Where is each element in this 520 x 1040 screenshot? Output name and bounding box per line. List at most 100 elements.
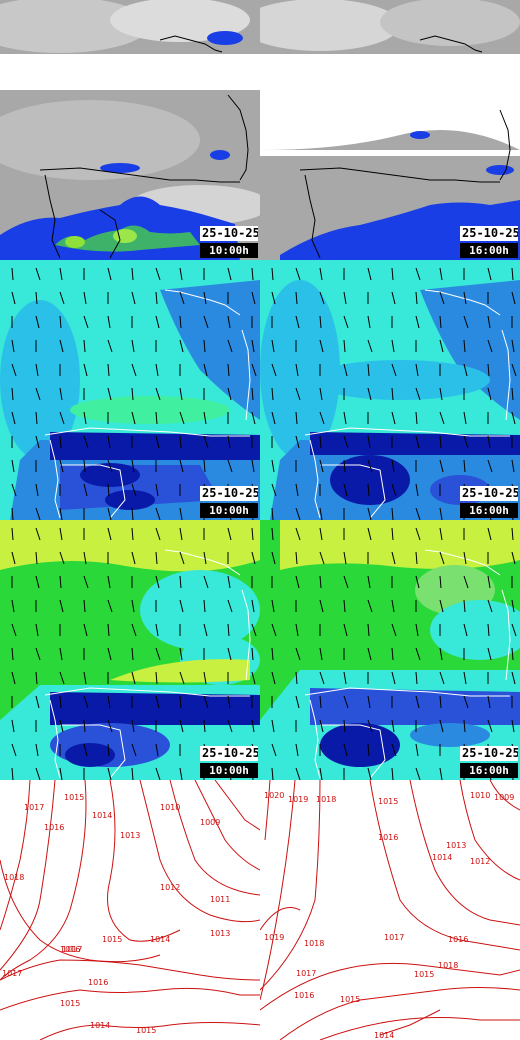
wind-arrow — [203, 339, 206, 353]
isobar-label: 1019 — [264, 933, 284, 942]
wind-arrow — [319, 695, 322, 709]
isobar-label: 1016 — [44, 823, 64, 832]
wind-arrow — [271, 671, 276, 685]
wind-arrow — [203, 363, 208, 377]
isobar-panel-right: 1020 1019 1018 1015 1016 1014 1013 1012 … — [260, 780, 520, 1040]
wind-arrow — [319, 291, 325, 305]
wind-arrow — [227, 599, 233, 613]
wind-arrow — [227, 459, 233, 473]
wind-arrow — [227, 387, 232, 401]
wind-arrow — [295, 527, 301, 541]
wind-arrow — [319, 671, 325, 685]
wind-arrow — [11, 339, 15, 353]
wind-arrow — [439, 267, 443, 281]
cloud-map-10h — [0, 0, 260, 260]
wind-arrow — [59, 719, 64, 733]
wind-arrows — [11, 527, 257, 780]
wind-arrow — [391, 291, 396, 305]
wind-arrow — [107, 483, 110, 497]
wind-arrow — [319, 435, 322, 449]
wind-arrow — [415, 767, 421, 780]
wind-arrow — [295, 387, 301, 401]
wind-arrow — [295, 767, 301, 780]
wind-arrow — [203, 411, 207, 425]
wind-arrow — [11, 767, 14, 780]
wind-arrow — [131, 363, 137, 377]
isobar-label: 1012 — [160, 883, 180, 892]
wind-arrow — [487, 527, 492, 541]
isobar-label: 1016 — [378, 833, 398, 842]
wind-arrow — [463, 551, 467, 565]
wind-arrow — [391, 647, 394, 661]
wind-arrow — [227, 719, 233, 733]
wind-high-panel-10h: 25-10-25 10:00h — [0, 520, 260, 780]
isobar-label: 1015 — [340, 995, 360, 1004]
wind-arrow — [391, 719, 395, 733]
wind-arrow — [227, 363, 230, 377]
wind-arrow — [83, 363, 88, 377]
isobar-label: 1018 — [4, 873, 24, 882]
wind-arrow — [415, 623, 419, 637]
wind-arrow — [11, 291, 16, 305]
wind-arrow — [295, 363, 299, 377]
wind-arrow — [83, 339, 86, 353]
wind-arrow — [11, 267, 14, 281]
wind-arrow — [367, 767, 372, 780]
wind-arrow — [391, 339, 395, 353]
timestamp: 25-10-25 10:00h — [200, 486, 258, 518]
wind-arrow — [295, 267, 301, 281]
isobar-label: 1016 — [60, 945, 80, 954]
wind-arrow — [511, 339, 515, 353]
wind-arrow — [107, 527, 112, 541]
wind-arrow — [391, 507, 394, 520]
isobar-label: 1013 — [120, 831, 140, 840]
wind-arrow — [271, 599, 275, 613]
wind-arrow — [131, 743, 137, 757]
wind-arrow — [35, 315, 40, 329]
wind-arrow — [415, 551, 418, 565]
wind-arrow — [59, 387, 63, 401]
wind-arrow — [295, 435, 300, 449]
wind-arrow — [83, 291, 87, 305]
wind-arrow — [83, 671, 87, 685]
wind-arrow — [415, 387, 421, 401]
wind-arrow — [179, 671, 185, 685]
wind-arrow — [227, 339, 233, 353]
isobar-label: 1015 — [60, 999, 80, 1008]
wind-arrow — [131, 719, 135, 733]
wind-arrow — [203, 315, 209, 329]
wind-arrow — [107, 459, 113, 473]
wind-arrow — [107, 743, 110, 757]
wind-arrow — [511, 363, 517, 377]
wind-arrow — [59, 507, 63, 520]
wind-arrow — [179, 459, 184, 473]
wind-arrow — [487, 647, 492, 661]
wind-arrow — [295, 483, 299, 497]
wind-arrow — [35, 387, 41, 401]
date-label: 25-10-25 — [460, 486, 518, 501]
wind-arrow — [131, 623, 137, 637]
wind-arrow — [107, 339, 113, 353]
wind-arrow — [59, 767, 63, 780]
wind-arrow — [343, 743, 348, 757]
wind-arrow — [251, 671, 256, 685]
wind-arrow — [391, 483, 397, 497]
wind-arrows — [271, 527, 517, 780]
wind-arrow — [439, 315, 442, 329]
isobar-label: 1018 — [438, 961, 458, 970]
wind-arrow — [155, 575, 160, 589]
wind-arrow — [59, 315, 62, 329]
wind-arrow — [131, 647, 134, 661]
wind-arrow — [367, 483, 370, 497]
wind-arrow — [131, 507, 134, 520]
isobar-label: 1013 — [446, 841, 466, 850]
wind-arrow — [343, 599, 346, 613]
wind-arrow — [271, 387, 274, 401]
isobar-label: 1017 — [62, 945, 82, 954]
wind-arrow — [35, 483, 39, 497]
wind-arrow — [343, 551, 347, 565]
wind-arrow — [319, 267, 323, 281]
wind-arrow — [295, 695, 300, 709]
isobar-label: 1011 — [210, 895, 230, 904]
wind-arrow — [487, 459, 493, 473]
